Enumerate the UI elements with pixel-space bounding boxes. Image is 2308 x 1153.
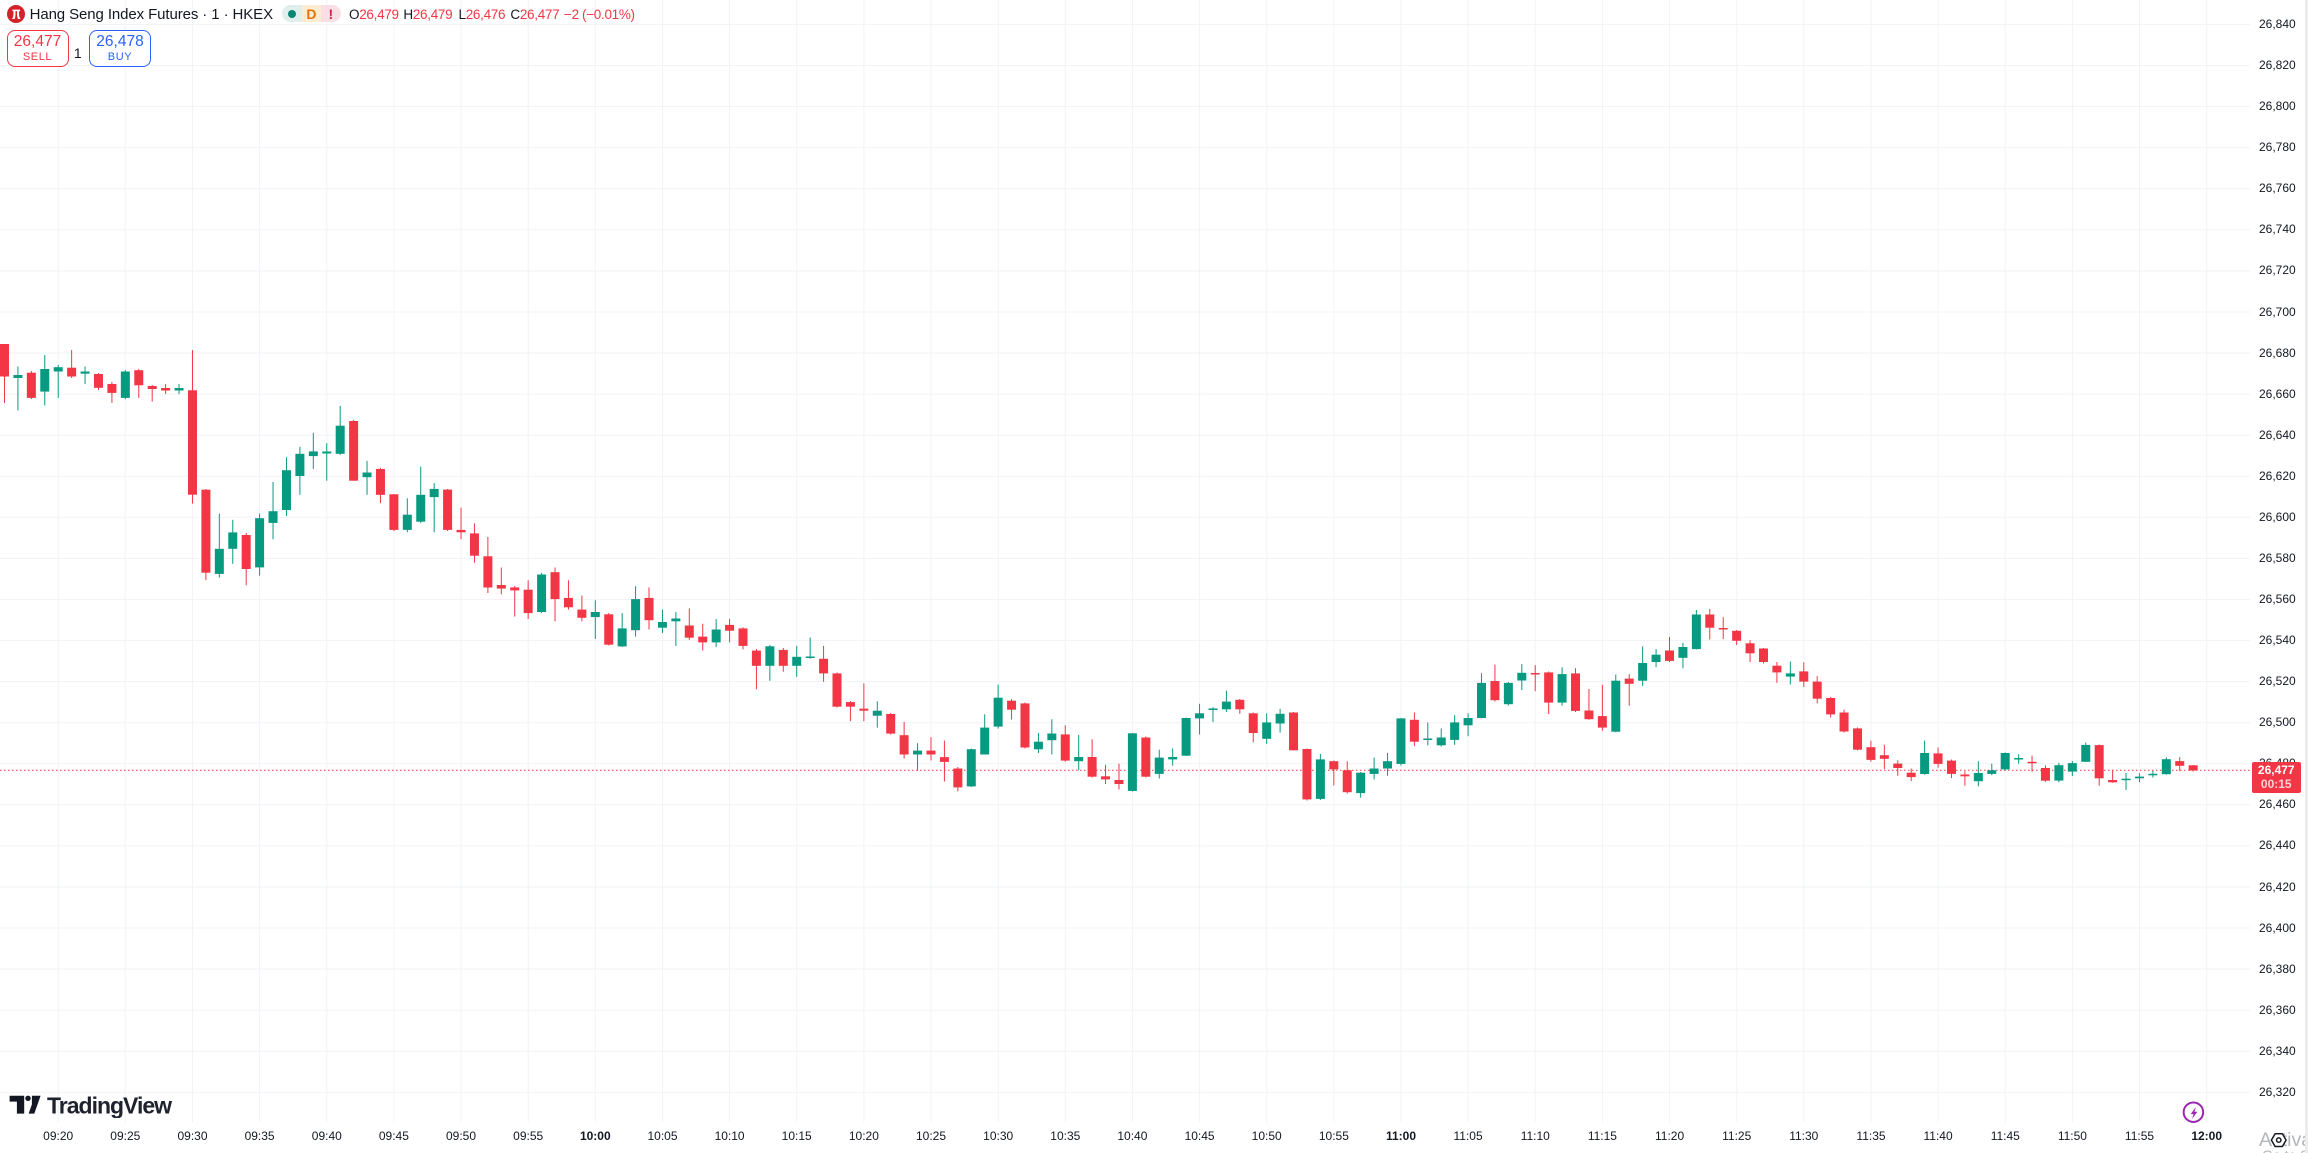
svg-text:TradingView: TradingView [47, 1094, 172, 1118]
